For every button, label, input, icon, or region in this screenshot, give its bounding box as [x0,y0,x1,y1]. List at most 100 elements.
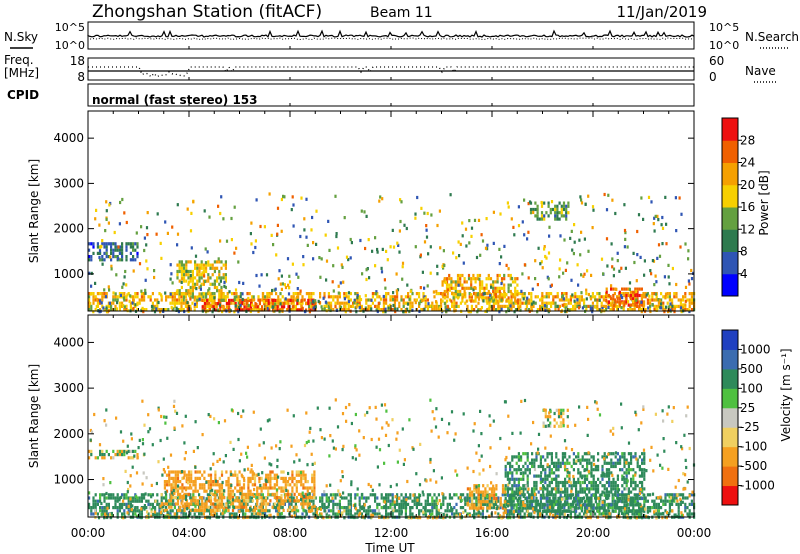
velocity-cell [618,509,621,513]
velocity-cell [247,480,250,484]
power-cell [451,301,454,305]
power-cell [414,212,417,216]
power-cell [635,304,638,308]
power-cell [237,260,240,264]
power-cell [234,302,237,306]
velocity-cell [557,424,561,428]
velocity-cell [134,449,137,453]
power-cell [118,245,121,249]
power-cell [239,292,242,296]
power-cell [132,306,135,310]
velocity-cell [385,502,388,506]
power-cell [430,213,433,217]
power-cell [279,302,282,306]
velocity-cell [125,496,128,500]
velocity-cell [242,496,246,500]
velocity-cell [398,509,401,513]
power-cell [292,295,295,299]
velocity-cell [371,509,374,513]
power-cell [159,310,162,314]
velocity-cell [555,490,558,494]
power-cell [612,297,615,301]
velocity-cell [509,496,512,501]
power-cell [602,272,605,276]
power-cell [327,292,330,296]
power-cell [472,299,475,303]
power-cell [132,248,135,252]
power-cell [211,273,214,277]
velocity-cell [570,503,573,507]
power-cell [608,304,611,308]
velocity-cell [459,493,462,497]
power-cell [464,227,468,231]
power-cell [547,251,551,255]
power-cell [224,266,227,270]
velocity-cell [110,496,113,500]
velocity-cell [207,496,210,500]
velocity-cell [321,506,324,510]
power-cell [341,265,344,269]
power-cell [498,262,501,266]
velocity-cell [132,509,135,513]
velocity-cell [358,509,361,513]
power-cell [165,295,168,299]
power-cell [396,298,399,302]
velocity-cell [549,424,552,428]
power-cell [552,298,555,302]
velocity-cell [677,506,680,510]
velocity-cell [185,502,188,506]
power-cell [520,289,523,293]
velocity-cell [260,486,263,490]
velocity-cell [400,499,403,503]
velocity-cell [194,480,197,484]
power-cell [178,279,181,283]
velocity-cell [592,474,595,478]
power-cell [470,295,473,299]
power-cell [426,304,429,308]
velocity-cell [575,496,578,501]
velocity-cell [306,502,309,506]
velocity-cell [557,468,560,472]
velocity-cell [610,490,613,494]
velocity-cell [396,496,399,500]
power-cell [440,301,443,305]
power-cell [662,308,665,312]
velocity-cell [644,499,647,503]
velocity-cell [291,486,294,490]
power-cell [494,293,497,297]
velocity-cell [313,483,316,487]
velocity-cell [112,493,115,497]
velocity-cell [201,496,204,500]
power-cell [192,200,195,204]
power-cell [191,276,194,280]
power-cell [345,255,349,259]
velocity-cell [546,484,549,488]
power-cell [92,292,95,296]
velocity-cell [231,508,235,512]
power-cell [384,286,387,290]
velocity-cell [546,418,550,422]
velocity-cell [300,496,303,500]
power-cell [114,304,117,308]
power-cell [195,287,198,291]
power-cell [180,304,183,308]
power-cell [363,210,366,214]
power-cell [673,292,676,296]
power-cell [451,304,454,308]
power-cell [217,204,220,208]
power-cell [558,201,561,205]
velocity-cell [539,480,542,485]
power-cell [540,211,544,215]
power-cell [300,304,303,308]
velocity-cell [557,480,560,485]
power-cell [454,283,457,287]
velocity-cell [515,461,518,465]
power-cell [556,217,559,221]
power-cell [289,298,292,302]
power-cell [371,292,374,296]
velocity-cell [238,483,241,487]
velocity-cell [486,506,489,510]
velocity-cell [400,502,403,506]
power-cell [145,308,148,312]
